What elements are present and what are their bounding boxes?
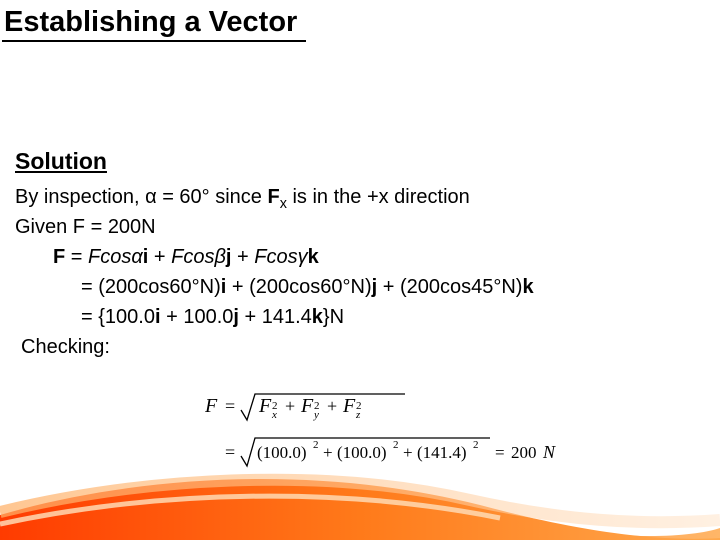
svg-text:+: + (285, 396, 295, 416)
body-line: = {100.0i + 100.0j + 141.4k}N (81, 306, 344, 329)
body-line: Checking: (21, 336, 110, 359)
slide: Establishing a Vector Solution By inspec… (0, 0, 720, 540)
svg-text:z: z (355, 409, 361, 421)
svg-text:200: 200 (511, 443, 537, 462)
section-heading-solution: Solution (15, 148, 107, 175)
svg-text:N: N (542, 442, 556, 462)
svg-text:(141.4): (141.4) (417, 443, 467, 462)
body-line: = (200cos60°N)i + (200cos60°N)j + (200co… (81, 276, 534, 299)
body-line: By inspection, α = 60° since Fx is in th… (15, 186, 470, 209)
svg-text:=: = (225, 396, 235, 416)
svg-text:y: y (313, 409, 319, 421)
svg-text:=: = (225, 442, 235, 462)
svg-text:+: + (327, 396, 337, 416)
svg-text:2: 2 (473, 439, 479, 451)
body-line: Given F = 200N (15, 216, 156, 239)
body-line: F = Fcosαi + Fcosβj + Fcosγk (53, 246, 319, 269)
svg-text:=: = (495, 443, 505, 462)
svg-text:F: F (342, 395, 356, 417)
svg-text:(100.0): (100.0) (337, 443, 387, 462)
svg-text:x: x (271, 409, 277, 421)
svg-text:F: F (258, 395, 272, 417)
title-underline (2, 40, 306, 42)
formula-lhs: F (205, 395, 218, 417)
svg-text:(100.0): (100.0) (257, 443, 307, 462)
svg-text:2: 2 (393, 439, 399, 451)
svg-text:2: 2 (313, 439, 319, 451)
svg-text:F: F (300, 395, 314, 417)
slide-title: Establishing a Vector (4, 6, 297, 39)
svg-text:+: + (323, 443, 333, 462)
checking-formula: F = F 2 x + F 2 y + F 2 z = (100.0) 2 (205, 390, 575, 490)
svg-text:+: + (403, 443, 413, 462)
